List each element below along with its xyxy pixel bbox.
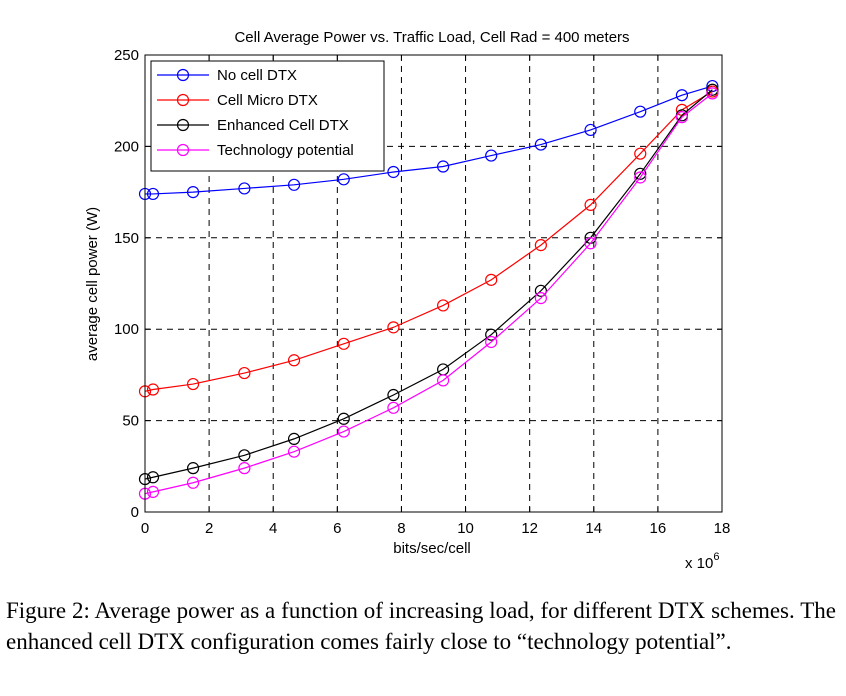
data-point [186,377,200,391]
data-point [238,366,251,380]
series-layer [138,79,719,500]
data-point [238,462,251,475]
x-tick-label: 14 [585,520,602,537]
x-tick-label: 10 [457,520,474,537]
series-line [144,92,713,495]
legend-entry: Enhanced Cell DTX [157,117,349,134]
series-2 [138,83,719,486]
data-point [146,187,160,201]
caption-text: Average power as a function of increasin… [6,598,837,654]
data-point [437,160,450,173]
y-tick-label: 150 [114,230,139,247]
data-point [387,401,400,414]
data-point [675,111,689,124]
data-point [534,239,547,252]
data-point [238,182,251,195]
data-point [387,388,400,402]
x-tick-label: 8 [397,520,405,537]
x-tick-label: 12 [521,520,538,537]
x-multiplier: x 106 [685,551,719,572]
series-3 [138,87,719,500]
data-point [706,83,719,96]
data-point [337,412,350,425]
data-point [287,432,301,445]
x-tick-label: 18 [714,520,731,537]
y-tick-label: 100 [114,321,139,338]
data-point [387,321,400,334]
chart-figure: Cell Average Power vs. Traffic Load, Cel… [84,29,730,572]
data-point [485,149,498,162]
x-tick-label: 0 [141,520,149,537]
caption-label: Figure 2: [6,598,95,623]
x-tick-label: 4 [269,520,277,537]
axis-ticks: 0 2 4 6 8 10 12 14 16 18 0 50 100 150 200 250 [114,47,730,537]
legend-entry: Technology potential [157,142,354,159]
data-point [534,292,547,305]
data-point [584,237,597,250]
data-point [186,476,200,489]
plot-frame [144,54,723,513]
data-point [337,173,350,186]
legend-entry: Cell Micro DTX [157,92,318,109]
y-tick-label: 250 [114,47,139,64]
data-point [584,198,597,211]
data-point [287,178,301,191]
y-axis-label: average cell power (W) [84,207,101,361]
data-point [287,445,301,458]
data-point [485,335,498,349]
data-point [634,105,647,118]
data-point [337,337,350,350]
data-point [387,165,400,179]
data-point [146,471,160,484]
data-point [485,273,498,286]
legend-label: Enhanced Cell DTX [217,117,349,134]
legend-marker [176,68,190,82]
x-multiplier-exponent: 6 [713,551,719,563]
data-point [146,383,160,396]
legend-label: Cell Micro DTX [217,92,318,109]
legend-label: Technology potential [217,142,354,159]
chart-title: Cell Average Power vs. Traffic Load, Cel… [234,29,629,46]
figure-caption: Figure 2: Average power as a function of… [6,595,836,657]
grid-lines [145,55,722,512]
legend-entry: No cell DTX [157,67,297,84]
data-point [287,354,301,367]
legend: No cell DTX Cell Micro DTX Enhanced Cell D… [150,60,385,172]
data-point [584,123,597,137]
data-point [437,374,450,387]
data-point [485,328,498,341]
data-point [634,171,647,184]
data-point [186,462,200,475]
data-point [534,138,547,151]
data-point [238,449,251,462]
data-point [146,485,160,498]
legend-marker [176,93,190,107]
data-point [634,147,647,160]
y-tick-label: 0 [131,504,139,521]
data-point [675,89,689,102]
series-line [144,91,713,392]
x-tick-label: 16 [650,520,667,537]
y-tick-label: 200 [114,138,139,155]
data-point [437,299,450,312]
series-line [144,89,713,480]
data-point [534,284,547,297]
data-point [337,425,350,438]
legend-label: No cell DTX [217,67,297,84]
data-point [706,87,719,100]
x-tick-label: 2 [205,520,213,537]
x-axis-label: bits/sec/cell [393,540,471,557]
data-point [186,186,200,199]
x-tick-label: 6 [333,520,341,537]
series-line [145,85,713,195]
data-point [634,167,647,180]
legend-marker [176,143,190,157]
x-multiplier-base: x 10 [685,555,713,572]
legend-box [150,60,385,172]
legend-marker [176,118,190,132]
y-tick-label: 50 [122,413,139,430]
